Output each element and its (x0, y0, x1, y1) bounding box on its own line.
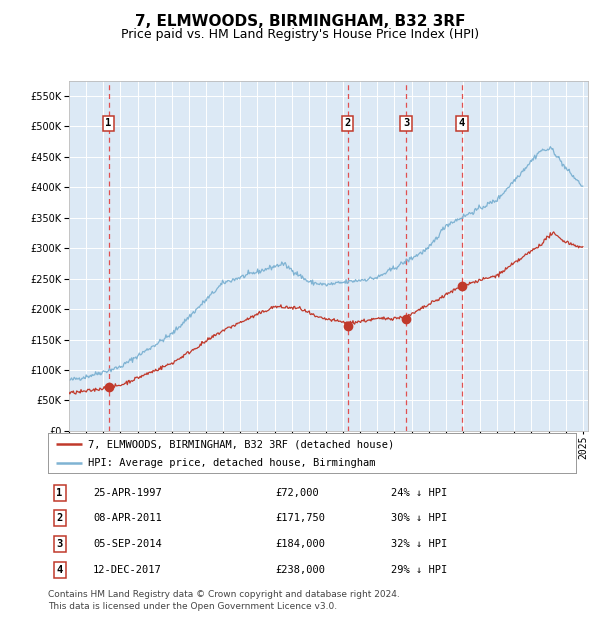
Text: 32% ↓ HPI: 32% ↓ HPI (391, 539, 448, 549)
Text: 12-DEC-2017: 12-DEC-2017 (93, 565, 161, 575)
Text: 7, ELMWOODS, BIRMINGHAM, B32 3RF: 7, ELMWOODS, BIRMINGHAM, B32 3RF (135, 14, 465, 29)
Text: 29% ↓ HPI: 29% ↓ HPI (391, 565, 448, 575)
Text: £72,000: £72,000 (275, 488, 319, 498)
Text: 7, ELMWOODS, BIRMINGHAM, B32 3RF (detached house): 7, ELMWOODS, BIRMINGHAM, B32 3RF (detach… (88, 439, 394, 449)
Text: 1: 1 (56, 488, 63, 498)
Text: £238,000: £238,000 (275, 565, 325, 575)
Text: Contains HM Land Registry data © Crown copyright and database right 2024.
This d: Contains HM Land Registry data © Crown c… (48, 590, 400, 611)
Text: 24% ↓ HPI: 24% ↓ HPI (391, 488, 448, 498)
Text: 3: 3 (56, 539, 63, 549)
Text: Price paid vs. HM Land Registry's House Price Index (HPI): Price paid vs. HM Land Registry's House … (121, 28, 479, 41)
Text: HPI: Average price, detached house, Birmingham: HPI: Average price, detached house, Birm… (88, 458, 375, 468)
Text: 25-APR-1997: 25-APR-1997 (93, 488, 161, 498)
Text: 2: 2 (344, 118, 351, 128)
Text: 1: 1 (106, 118, 112, 128)
Text: £171,750: £171,750 (275, 513, 325, 523)
Text: 4: 4 (56, 565, 63, 575)
Text: 08-APR-2011: 08-APR-2011 (93, 513, 161, 523)
Text: 30% ↓ HPI: 30% ↓ HPI (391, 513, 448, 523)
Text: 2: 2 (56, 513, 63, 523)
Text: 05-SEP-2014: 05-SEP-2014 (93, 539, 161, 549)
Text: £184,000: £184,000 (275, 539, 325, 549)
Text: 3: 3 (403, 118, 409, 128)
Text: 4: 4 (459, 118, 465, 128)
